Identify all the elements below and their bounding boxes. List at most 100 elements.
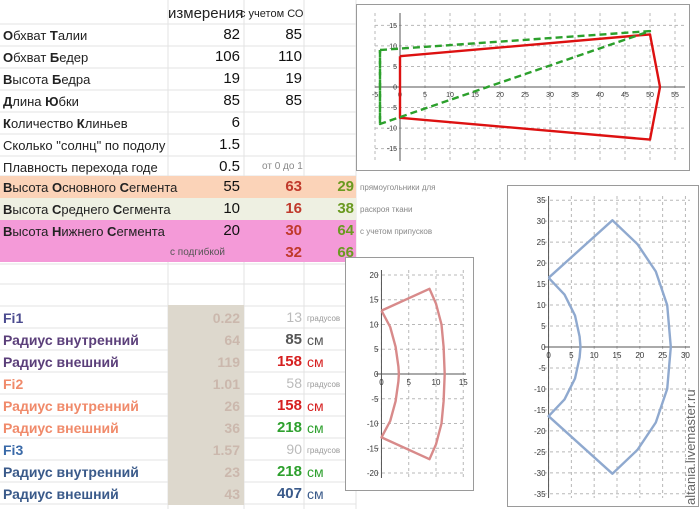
radius-label: Fi3 <box>3 442 24 458</box>
row-value-a: 6 <box>231 114 240 131</box>
segment-value-a: 10 <box>223 200 240 217</box>
radius-unit: градусов <box>307 446 341 455</box>
x-tick-label: 5 <box>407 378 412 387</box>
y-tick-label: -15 <box>387 146 397 153</box>
x-tick-label: 20 <box>635 351 644 360</box>
row-label: Количество Клиньев <box>3 116 128 131</box>
header-measurements: измерения <box>168 5 244 22</box>
radius-unit: см <box>307 420 324 436</box>
x-tick-label: 30 <box>546 92 554 99</box>
y-tick-label: -15 <box>367 444 379 453</box>
x-tick-label: 45 <box>621 92 629 99</box>
radius-faded-value: 43 <box>224 486 240 502</box>
chart-taper: -5 0 5 10 15 20 25 30 35 40 45 50 55 15 10 5 0 -5 -10 -15 <box>356 4 690 171</box>
y-tick-label: 15 <box>370 296 379 305</box>
x-tick-label: 35 <box>571 92 579 99</box>
row-value-b: 85 <box>285 92 302 109</box>
row-label: Сколько "солнц" по подолу <box>3 138 166 153</box>
y-tick-label: -25 <box>534 448 546 457</box>
y-tick-label: 5 <box>393 64 397 71</box>
radius-faded-value: 1.57 <box>212 442 240 458</box>
radius-value: 58 <box>286 375 302 391</box>
x-tick-label: 55 <box>671 92 679 99</box>
y-tick-label: 15 <box>389 23 397 30</box>
series-line <box>547 219 672 475</box>
chart-segment-3: 0 5 10 15 20 25 30 35 30 25 20 15 10 5 0 -5 -10 -15 -20 -25… <box>507 185 699 507</box>
y-tick-label: -20 <box>367 469 379 478</box>
y-tick-label: -5 <box>538 364 546 373</box>
watermark-text: altania.livemaster.ru <box>683 389 698 505</box>
radius-unit: см <box>307 486 324 502</box>
radius-label: Радиус внутренний <box>3 332 139 348</box>
y-tick-label: -20 <box>534 427 546 436</box>
radius-unit: см <box>307 398 324 414</box>
segment-band <box>0 220 356 262</box>
y-tick-label: -15 <box>534 406 546 415</box>
segment-value-c: 38 <box>337 200 354 217</box>
y-tick-label: 0 <box>393 85 397 92</box>
radius-value: 158 <box>276 353 302 370</box>
segment-note: раскроя ткани <box>360 205 413 214</box>
radius-faded-value: 23 <box>224 464 240 480</box>
x-tick-label: 10 <box>432 378 441 387</box>
segment-value-c: 64 <box>337 222 354 239</box>
y-tick-label: -30 <box>534 469 546 478</box>
y-tick-label: 0 <box>541 343 546 352</box>
y-tick-label: 0 <box>374 370 379 379</box>
y-tick-label: -10 <box>534 385 546 394</box>
radius-faded-value: 1.01 <box>212 376 240 392</box>
chart-segment-2: 0 5 10 15 20 15 10 5 0 -5 -10 -15 -20 <box>345 257 474 491</box>
radius-faded-value: 64 <box>224 332 240 348</box>
radius-label: Fi2 <box>3 376 24 392</box>
y-tick-label: 10 <box>370 320 379 329</box>
radius-unit: градусов <box>307 380 341 389</box>
x-tick-label: 50 <box>646 92 654 99</box>
podgibka-label: с подгибкой <box>170 247 225 258</box>
podgibka-c: 66 <box>337 244 354 261</box>
y-tick-label: 10 <box>389 43 397 50</box>
x-tick-label: 15 <box>459 378 468 387</box>
y-tick-label: 5 <box>374 345 379 354</box>
y-tick-label: -10 <box>367 420 379 429</box>
radius-label: Радиус внешний <box>3 354 119 370</box>
segment-value-c: 29 <box>337 178 354 195</box>
chart-segment-3-svg: 0 5 10 15 20 25 3035302520151050-5-10-15-20-25… <box>534 196 690 499</box>
row-label: Высота Бедра <box>3 72 91 87</box>
y-tick-label: -5 <box>391 105 397 112</box>
x-tick-label: 25 <box>658 351 667 360</box>
radius-faded-value: 119 <box>217 354 240 370</box>
x-tick-label: 10 <box>446 92 454 99</box>
row-value-b: 19 <box>285 70 302 87</box>
y-tick-label: 30 <box>537 217 546 226</box>
segment-value-b: 30 <box>285 222 302 239</box>
radius-label: Радиус внутренний <box>3 398 139 414</box>
y-tick-label: 25 <box>537 238 546 247</box>
radius-unit: см <box>307 464 324 480</box>
x-tick-label: 0 <box>546 351 551 360</box>
radius-unit: градусов <box>307 314 341 323</box>
radius-value: 218 <box>276 463 302 480</box>
x-tick-label: 15 <box>613 351 622 360</box>
y-tick-label: 15 <box>537 280 546 289</box>
row-value-a: 106 <box>214 48 240 65</box>
row-label: Плавность перехода годе <box>3 160 158 175</box>
segment-note: прямоугольники для <box>360 183 436 192</box>
x-tick-label: 10 <box>590 351 599 360</box>
segment-band <box>0 198 356 220</box>
header-with-so: с учетом СО <box>240 8 304 20</box>
radius-value: 218 <box>276 419 302 436</box>
x-tick-label: 0 <box>379 378 384 387</box>
row-value-b: от 0 до 1 <box>262 161 303 172</box>
y-tick-label: -5 <box>371 395 379 404</box>
radius-label: Fi1 <box>3 310 24 326</box>
row-value-a: 0.5 <box>219 158 240 175</box>
radius-unit: см <box>307 354 324 370</box>
y-tick-label: -10 <box>387 126 397 133</box>
y-tick-label: 35 <box>537 196 546 205</box>
series-line <box>378 29 652 126</box>
x-tick-label: 5 <box>423 92 427 99</box>
row-value-b: 110 <box>278 48 302 65</box>
segment-value-a: 20 <box>223 222 240 239</box>
x-tick-label: 30 <box>681 351 690 360</box>
